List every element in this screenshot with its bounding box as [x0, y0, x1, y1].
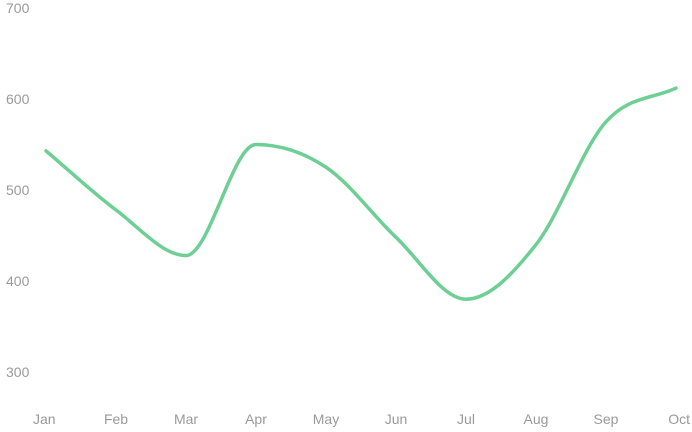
x-tick-label: Aug: [524, 411, 549, 427]
x-tick-label: Oct: [668, 411, 690, 427]
series-layer: [44, 86, 678, 301]
x-tick-label: May: [313, 411, 339, 427]
x-tick-label: Sep: [594, 411, 619, 427]
x-tick-label: Jun: [385, 411, 408, 427]
y-tick-label: 500: [6, 182, 30, 198]
y-tick-label: 400: [6, 273, 30, 289]
x-axis: Jan Feb Mar Apr May Jun Jul Aug Sep Oct: [33, 411, 690, 427]
y-tick-label: 600: [6, 91, 30, 107]
y-axis: 300 400 500 600 700: [6, 0, 30, 380]
y-tick-label: 300: [6, 364, 30, 380]
y-tick-label: 700: [6, 0, 30, 16]
x-tick-label: Jul: [457, 411, 475, 427]
x-tick-label: Apr: [245, 411, 267, 427]
series-line: [44, 86, 678, 301]
x-tick-label: Jan: [33, 411, 56, 427]
x-tick-label: Feb: [104, 411, 128, 427]
x-tick-label: Mar: [174, 411, 198, 427]
